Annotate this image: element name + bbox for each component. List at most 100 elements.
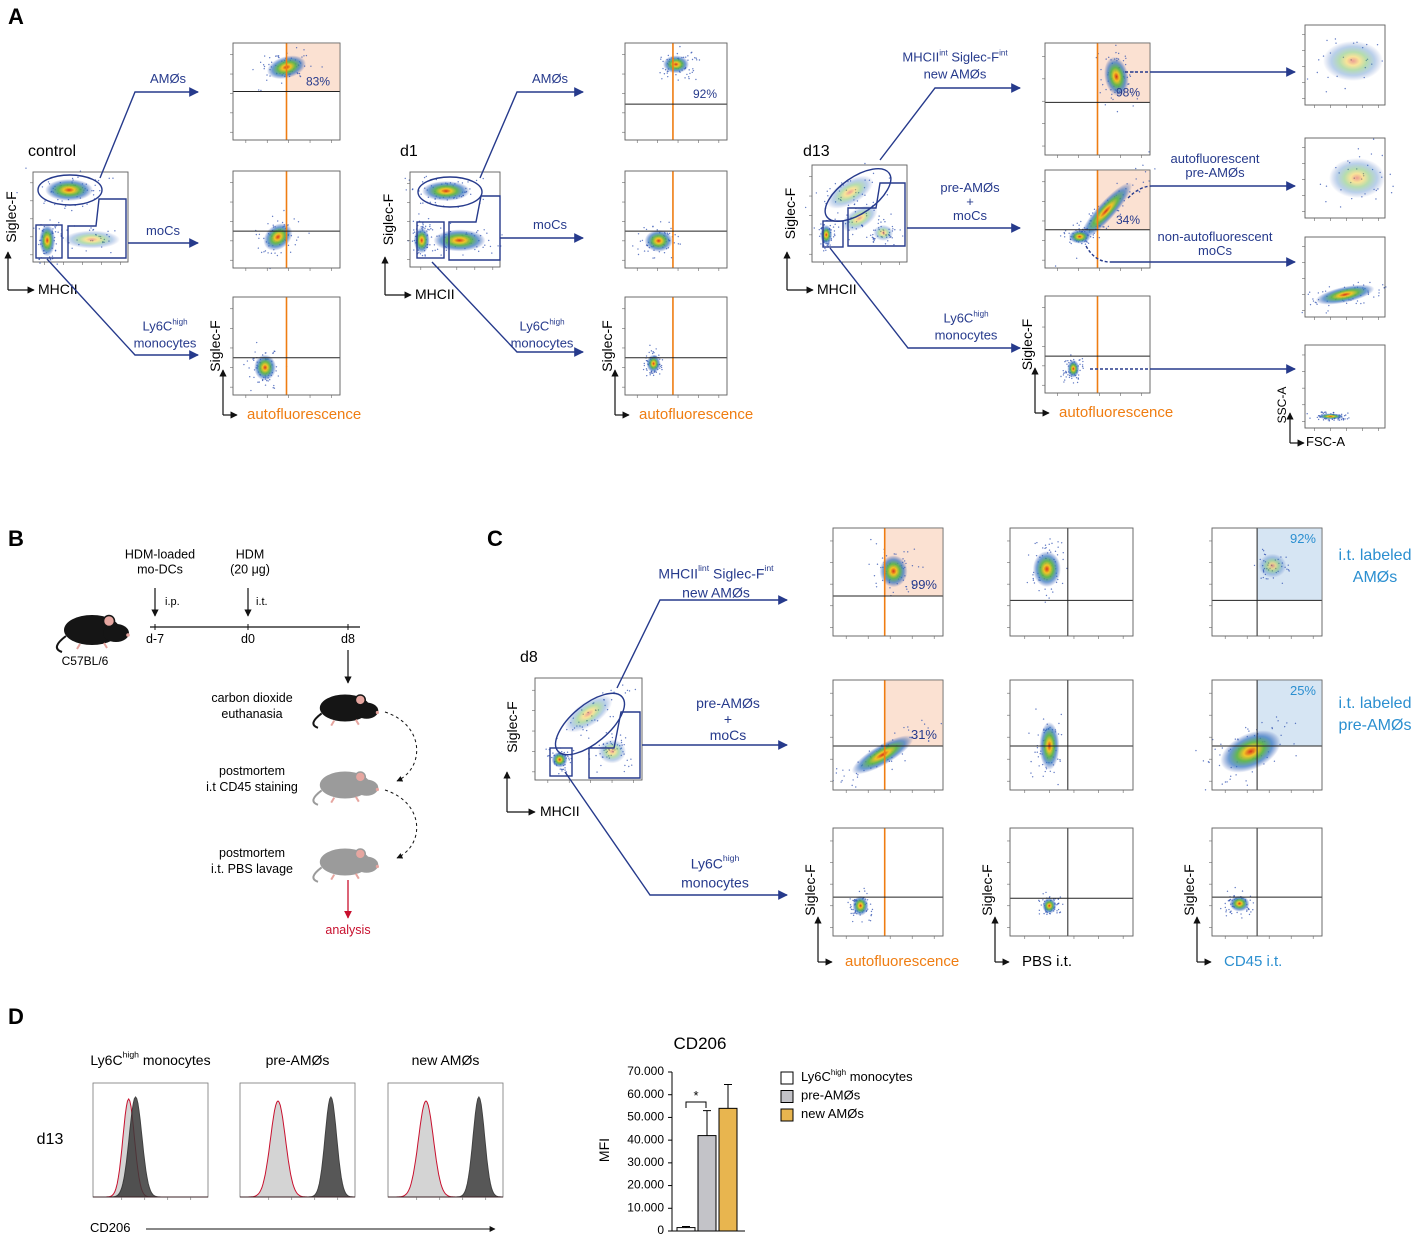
y-axis-label: Siglec-F xyxy=(504,701,520,752)
cell-dot xyxy=(645,368,648,370)
cell-dot xyxy=(86,203,88,205)
cell-dot xyxy=(626,689,629,692)
cell-dot xyxy=(1042,718,1045,720)
text-part: Ly6C xyxy=(801,1069,831,1084)
cell-cloud xyxy=(1306,38,1383,93)
density xyxy=(663,55,689,74)
cell-dot xyxy=(667,54,670,57)
cell-dot xyxy=(880,221,882,223)
cell-dot xyxy=(57,231,59,233)
cell-dot xyxy=(631,764,633,766)
cell-dot xyxy=(427,228,429,231)
injection-label: HDM xyxy=(236,548,264,562)
cell-dot xyxy=(297,220,300,223)
text-part: monocytes xyxy=(846,1069,913,1084)
text-part: + xyxy=(724,711,732,727)
cell-dot xyxy=(1049,896,1051,898)
x-axis-label: MHCII xyxy=(817,281,857,297)
cell-dot xyxy=(1307,293,1310,296)
cell-dot xyxy=(653,351,655,354)
text-part: postmortem xyxy=(219,764,285,778)
cell-dot xyxy=(853,203,856,206)
cell-dot xyxy=(875,543,878,545)
cell-dot xyxy=(660,58,662,60)
cell-dot xyxy=(572,749,575,752)
cell-dot xyxy=(686,73,688,76)
cell-dot xyxy=(875,582,877,585)
mouse-tail xyxy=(55,635,67,653)
cell-dot xyxy=(1328,419,1331,421)
cell-dot xyxy=(692,68,694,70)
cell-dot xyxy=(308,232,310,234)
cell-dot xyxy=(1065,370,1067,373)
text-part: 98% xyxy=(1116,86,1140,100)
cell-dot xyxy=(424,254,426,256)
cell-dot xyxy=(1082,360,1084,363)
cell-dot xyxy=(647,250,649,252)
cell-cloud xyxy=(1253,548,1290,585)
density xyxy=(1104,56,1129,97)
cell-dot xyxy=(486,232,488,234)
text-part: monocytes xyxy=(935,328,998,343)
plot-border xyxy=(1211,527,1323,637)
cell-dot xyxy=(588,737,590,739)
cell-dot xyxy=(870,914,872,917)
step-label: i.t CD45 staining xyxy=(206,780,298,794)
cell-dot xyxy=(628,690,631,692)
cell-dot xyxy=(1218,764,1221,767)
text-part: control xyxy=(28,143,76,160)
cell-dot xyxy=(834,218,836,220)
mouse-nose xyxy=(375,710,380,715)
cell-dot xyxy=(257,381,259,383)
cell-dot xyxy=(850,912,852,915)
cell-dot xyxy=(637,233,640,235)
cell-dot xyxy=(1273,760,1276,762)
cell-dot xyxy=(624,764,626,767)
cell-dot xyxy=(1048,543,1050,546)
cell-dot xyxy=(263,65,266,68)
cell-dot xyxy=(53,236,56,239)
text-part: new AMØs xyxy=(924,67,987,82)
mouse-tail xyxy=(312,866,323,883)
cell-dot xyxy=(1319,183,1322,186)
y-tick-label: 20.000 xyxy=(627,1178,664,1192)
cell-dot xyxy=(246,360,249,362)
cell-dot xyxy=(869,919,872,922)
plot-border xyxy=(232,296,341,396)
cell-dot xyxy=(1148,180,1150,182)
cell-dot xyxy=(1262,576,1265,579)
percent-label: 25% xyxy=(1290,683,1316,698)
cell-dot xyxy=(1063,231,1065,234)
text-part: SSC-A xyxy=(1275,387,1289,424)
route-label: i.p. xyxy=(165,596,180,608)
text-part: autofluorescence xyxy=(845,953,959,970)
cell-dot xyxy=(264,384,267,386)
cell-dot xyxy=(624,737,627,739)
cell-dot xyxy=(878,215,880,217)
text-part: i.t. PBS lavage xyxy=(211,862,293,876)
cell-dot xyxy=(1321,411,1323,414)
cell-dot xyxy=(872,233,874,236)
cell-dot xyxy=(1059,896,1062,898)
cell-dot xyxy=(273,350,275,352)
cell-dot xyxy=(1079,369,1081,372)
cell-dot xyxy=(38,228,41,230)
cell-dot xyxy=(281,221,284,224)
mouse-tail xyxy=(312,712,323,729)
y-tick-label: 60.000 xyxy=(627,1087,664,1101)
cell-dot xyxy=(1065,372,1068,374)
cell-dot xyxy=(921,719,923,722)
cell-dot xyxy=(429,244,431,246)
cell-dot xyxy=(1309,303,1312,306)
density xyxy=(422,181,470,201)
cell-dot xyxy=(1249,899,1251,901)
panel-letter: D xyxy=(8,1004,24,1029)
gate xyxy=(416,221,445,259)
cell-dot xyxy=(694,57,696,59)
cell-dot xyxy=(1322,419,1325,421)
cell-dot xyxy=(428,229,430,231)
cell-dot xyxy=(1342,417,1345,420)
cell-dot xyxy=(1370,153,1373,155)
text-part: pre-AMØs xyxy=(801,1088,861,1103)
legend-label: pre-AMØs xyxy=(801,1088,861,1103)
